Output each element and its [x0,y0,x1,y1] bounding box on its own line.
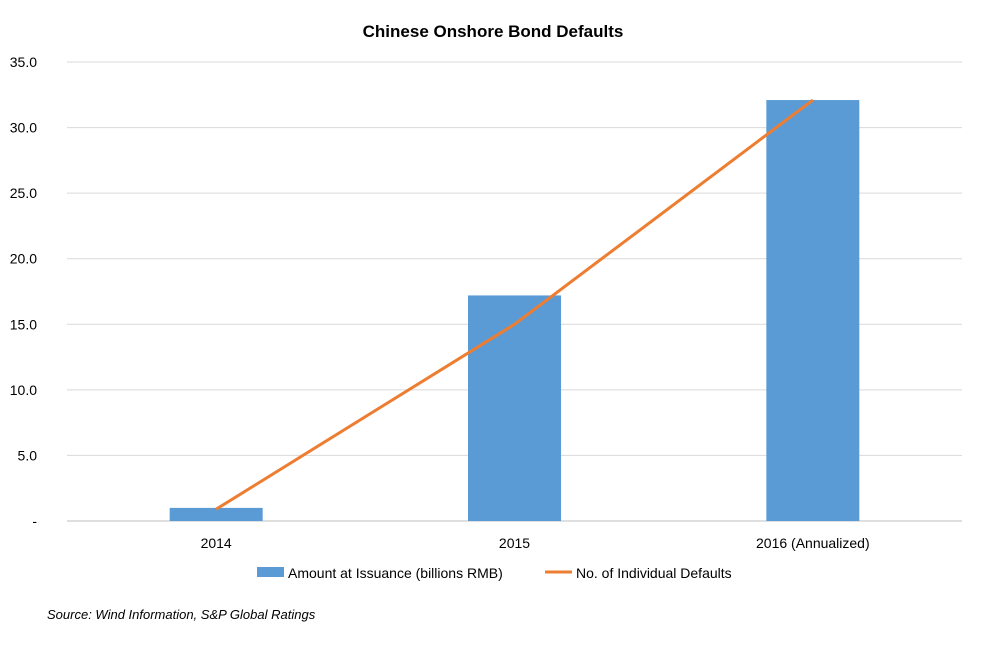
y-tick-label: 25.0 [10,185,37,201]
legend-label-bar: Amount at Issuance (billions RMB) [288,565,503,581]
bar [468,295,561,521]
x-axis: 2014 2015 2016 (Annualized) [201,535,870,551]
chart-title: Chinese Onshore Bond Defaults [363,22,624,41]
bar-series [169,100,860,521]
source-note: Source: Wind Information, S&P Global Rat… [47,607,316,622]
y-tick-label: 20.0 [10,251,37,267]
bar [169,507,263,521]
x-tick-label: 2015 [499,535,530,551]
y-tick-label: - [32,513,37,529]
y-axis: - 5.0 10.0 15.0 20.0 25.0 30.0 35.0 [10,54,38,529]
bar [766,100,860,521]
x-tick-label: 2016 (Annualized) [756,535,870,551]
line-path [215,98,814,511]
y-tick-label: 10.0 [10,382,37,398]
y-tick-label: 15.0 [10,316,37,332]
y-tick-label: 35.0 [10,54,37,70]
legend: Amount at Issuance (billions RMB) No. of… [257,565,732,581]
legend-swatch-bar [257,567,284,577]
x-tick-label: 2014 [201,535,232,551]
y-tick-label: 30.0 [10,120,37,136]
line-series [215,98,814,511]
y-tick-label: 5.0 [18,447,38,463]
legend-label-line: No. of Individual Defaults [576,565,732,581]
